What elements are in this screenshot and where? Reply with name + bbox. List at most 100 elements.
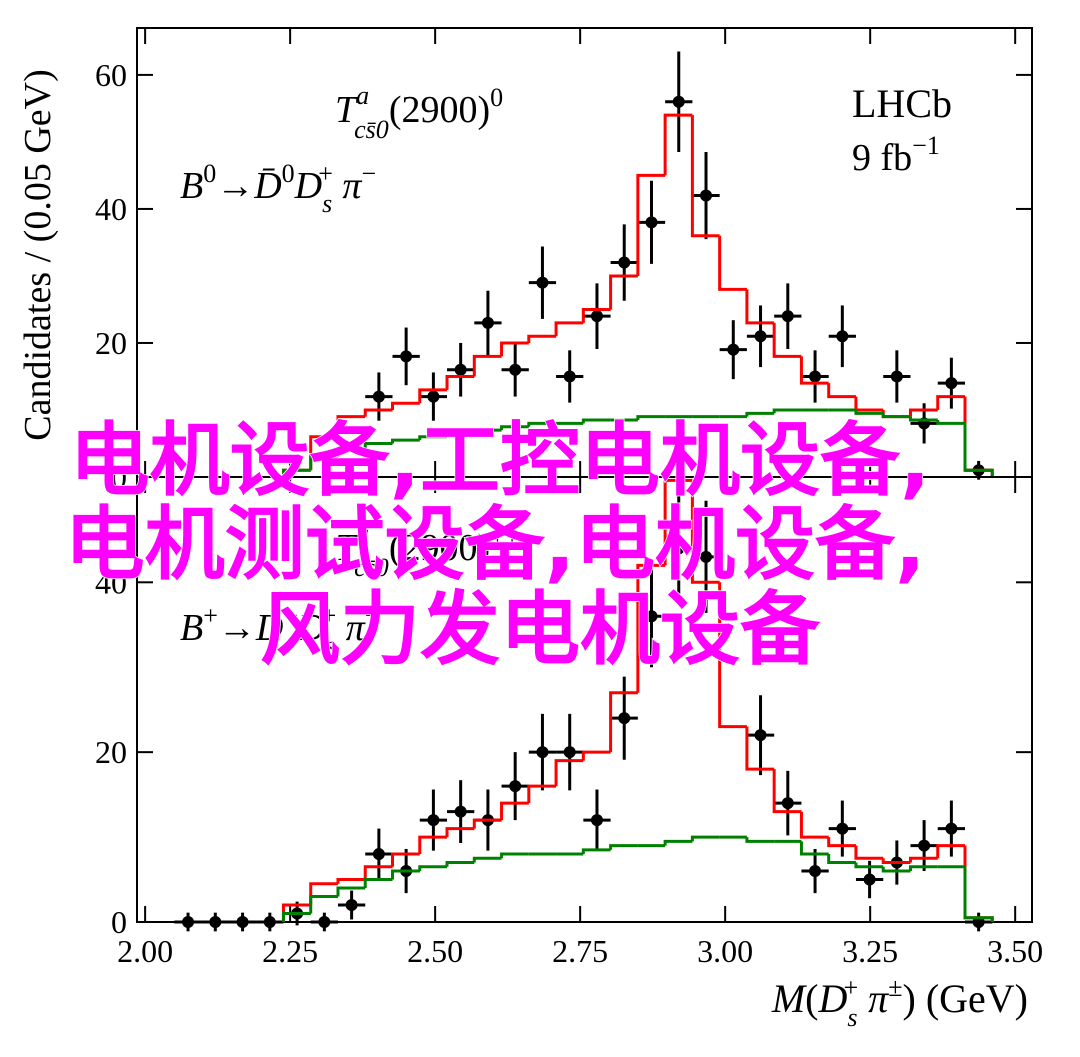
annotation-part: → (218, 607, 256, 649)
panel: 0 20 40 2.00 2.25 2.50 2.75 3.00 3.25 3.50 (95, 476, 1043, 969)
histogram-step (827, 854, 856, 865)
annotation-part: π (336, 607, 366, 649)
histogram-step (418, 865, 448, 872)
data-point (781, 797, 794, 810)
histogram-step (363, 865, 393, 880)
annotation-part: a (356, 81, 369, 110)
data-point (809, 370, 822, 383)
histogram-step (745, 411, 775, 417)
y-tick-label: 60 (95, 57, 127, 93)
data-point (781, 310, 794, 323)
histogram-step (963, 866, 994, 922)
histogram-step (472, 818, 502, 829)
data-point (318, 916, 331, 928)
histogram-step (854, 845, 884, 860)
histogram-step (881, 858, 911, 865)
annotation-part: B (180, 165, 203, 207)
histogram-step (391, 869, 420, 880)
data-point (618, 712, 631, 725)
histogram-step (581, 418, 611, 424)
histogram-step (663, 478, 693, 566)
histogram-step (336, 448, 366, 457)
xl: ) (GeV) (903, 976, 1029, 1021)
data-point (863, 873, 876, 886)
histogram-step (391, 401, 420, 410)
annotation-part: → (216, 165, 254, 207)
data-point (372, 390, 385, 403)
annotation-part: + (318, 159, 333, 188)
histogram-step (827, 837, 856, 848)
histogram-step (745, 837, 775, 843)
histogram-step (527, 334, 557, 343)
y-axis-label: Candidates / (0.05 GeV) (17, 69, 59, 440)
histogram-step (663, 113, 693, 176)
histogram-step (445, 861, 475, 867)
x-tick-label: 2.75 (552, 933, 608, 969)
y-tick-label: 0 (111, 904, 127, 940)
data-point (372, 848, 385, 861)
annotation: Ta cs̄0(2900)0 (335, 81, 503, 144)
xl: ( (805, 976, 818, 1021)
histogram-step (500, 801, 529, 821)
histogram-step (336, 886, 366, 897)
histogram-step (936, 420, 966, 425)
data-point (563, 370, 576, 383)
data-point (209, 916, 222, 928)
xl: s (847, 1003, 857, 1032)
data-point (809, 865, 822, 878)
annotation: Ta cs̄0(2900)++ (335, 519, 519, 582)
data-point (645, 610, 658, 623)
data-point (454, 363, 467, 376)
histogram-step (363, 878, 393, 889)
annotation-part: + (365, 601, 380, 630)
xl: ± (888, 973, 902, 1002)
x-tick-label: 2.25 (262, 933, 318, 969)
y-tick-label: 20 (95, 325, 127, 361)
histogram-step (772, 769, 802, 814)
histogram-step (745, 726, 775, 771)
data-point (263, 916, 276, 928)
histogram-step (445, 827, 475, 838)
histogram-step (609, 844, 638, 850)
data-point (700, 550, 713, 563)
experiment: LHCb (852, 81, 952, 126)
annotation-part: D (294, 165, 322, 207)
annotation-part: T (335, 527, 359, 569)
histogram-step (391, 852, 420, 867)
histogram-step (445, 374, 475, 390)
annotation-part: D (297, 607, 325, 649)
data-point (836, 822, 849, 835)
histogram-step (609, 274, 638, 310)
histogram-step (854, 409, 884, 415)
data-point (563, 746, 576, 759)
frame (136, 476, 1033, 923)
annotation-part: − (283, 601, 298, 630)
histogram-step (472, 354, 502, 377)
y-tick-label: 40 (95, 191, 127, 227)
annotation-part: s (325, 631, 335, 660)
lumi-text: 9 fb (852, 137, 912, 179)
histogram-step (527, 421, 557, 427)
histogram-step (718, 235, 747, 291)
annotation-part: D̄ (253, 165, 281, 207)
data-point (536, 276, 549, 289)
annotation: B0→D̄0Ds+ π− (180, 159, 376, 218)
histogram-step (908, 856, 938, 863)
histogram-step (472, 428, 502, 434)
histogram-step (581, 750, 611, 761)
data-point (672, 95, 685, 108)
data-point (182, 916, 195, 928)
histogram-step (854, 862, 884, 869)
annotation-part: cs̄0 (354, 553, 389, 582)
data-point (536, 746, 549, 759)
data-point (427, 390, 440, 403)
histogram-step (472, 856, 502, 863)
data-point (590, 814, 603, 827)
data-point (754, 729, 767, 742)
x-tick-label: 3.00 (697, 933, 753, 969)
luminosity: 9 fb−1 (852, 131, 940, 179)
xl: M (771, 976, 808, 1021)
histogram-step (799, 356, 829, 385)
histogram-step (554, 321, 584, 337)
data-point (836, 330, 849, 343)
